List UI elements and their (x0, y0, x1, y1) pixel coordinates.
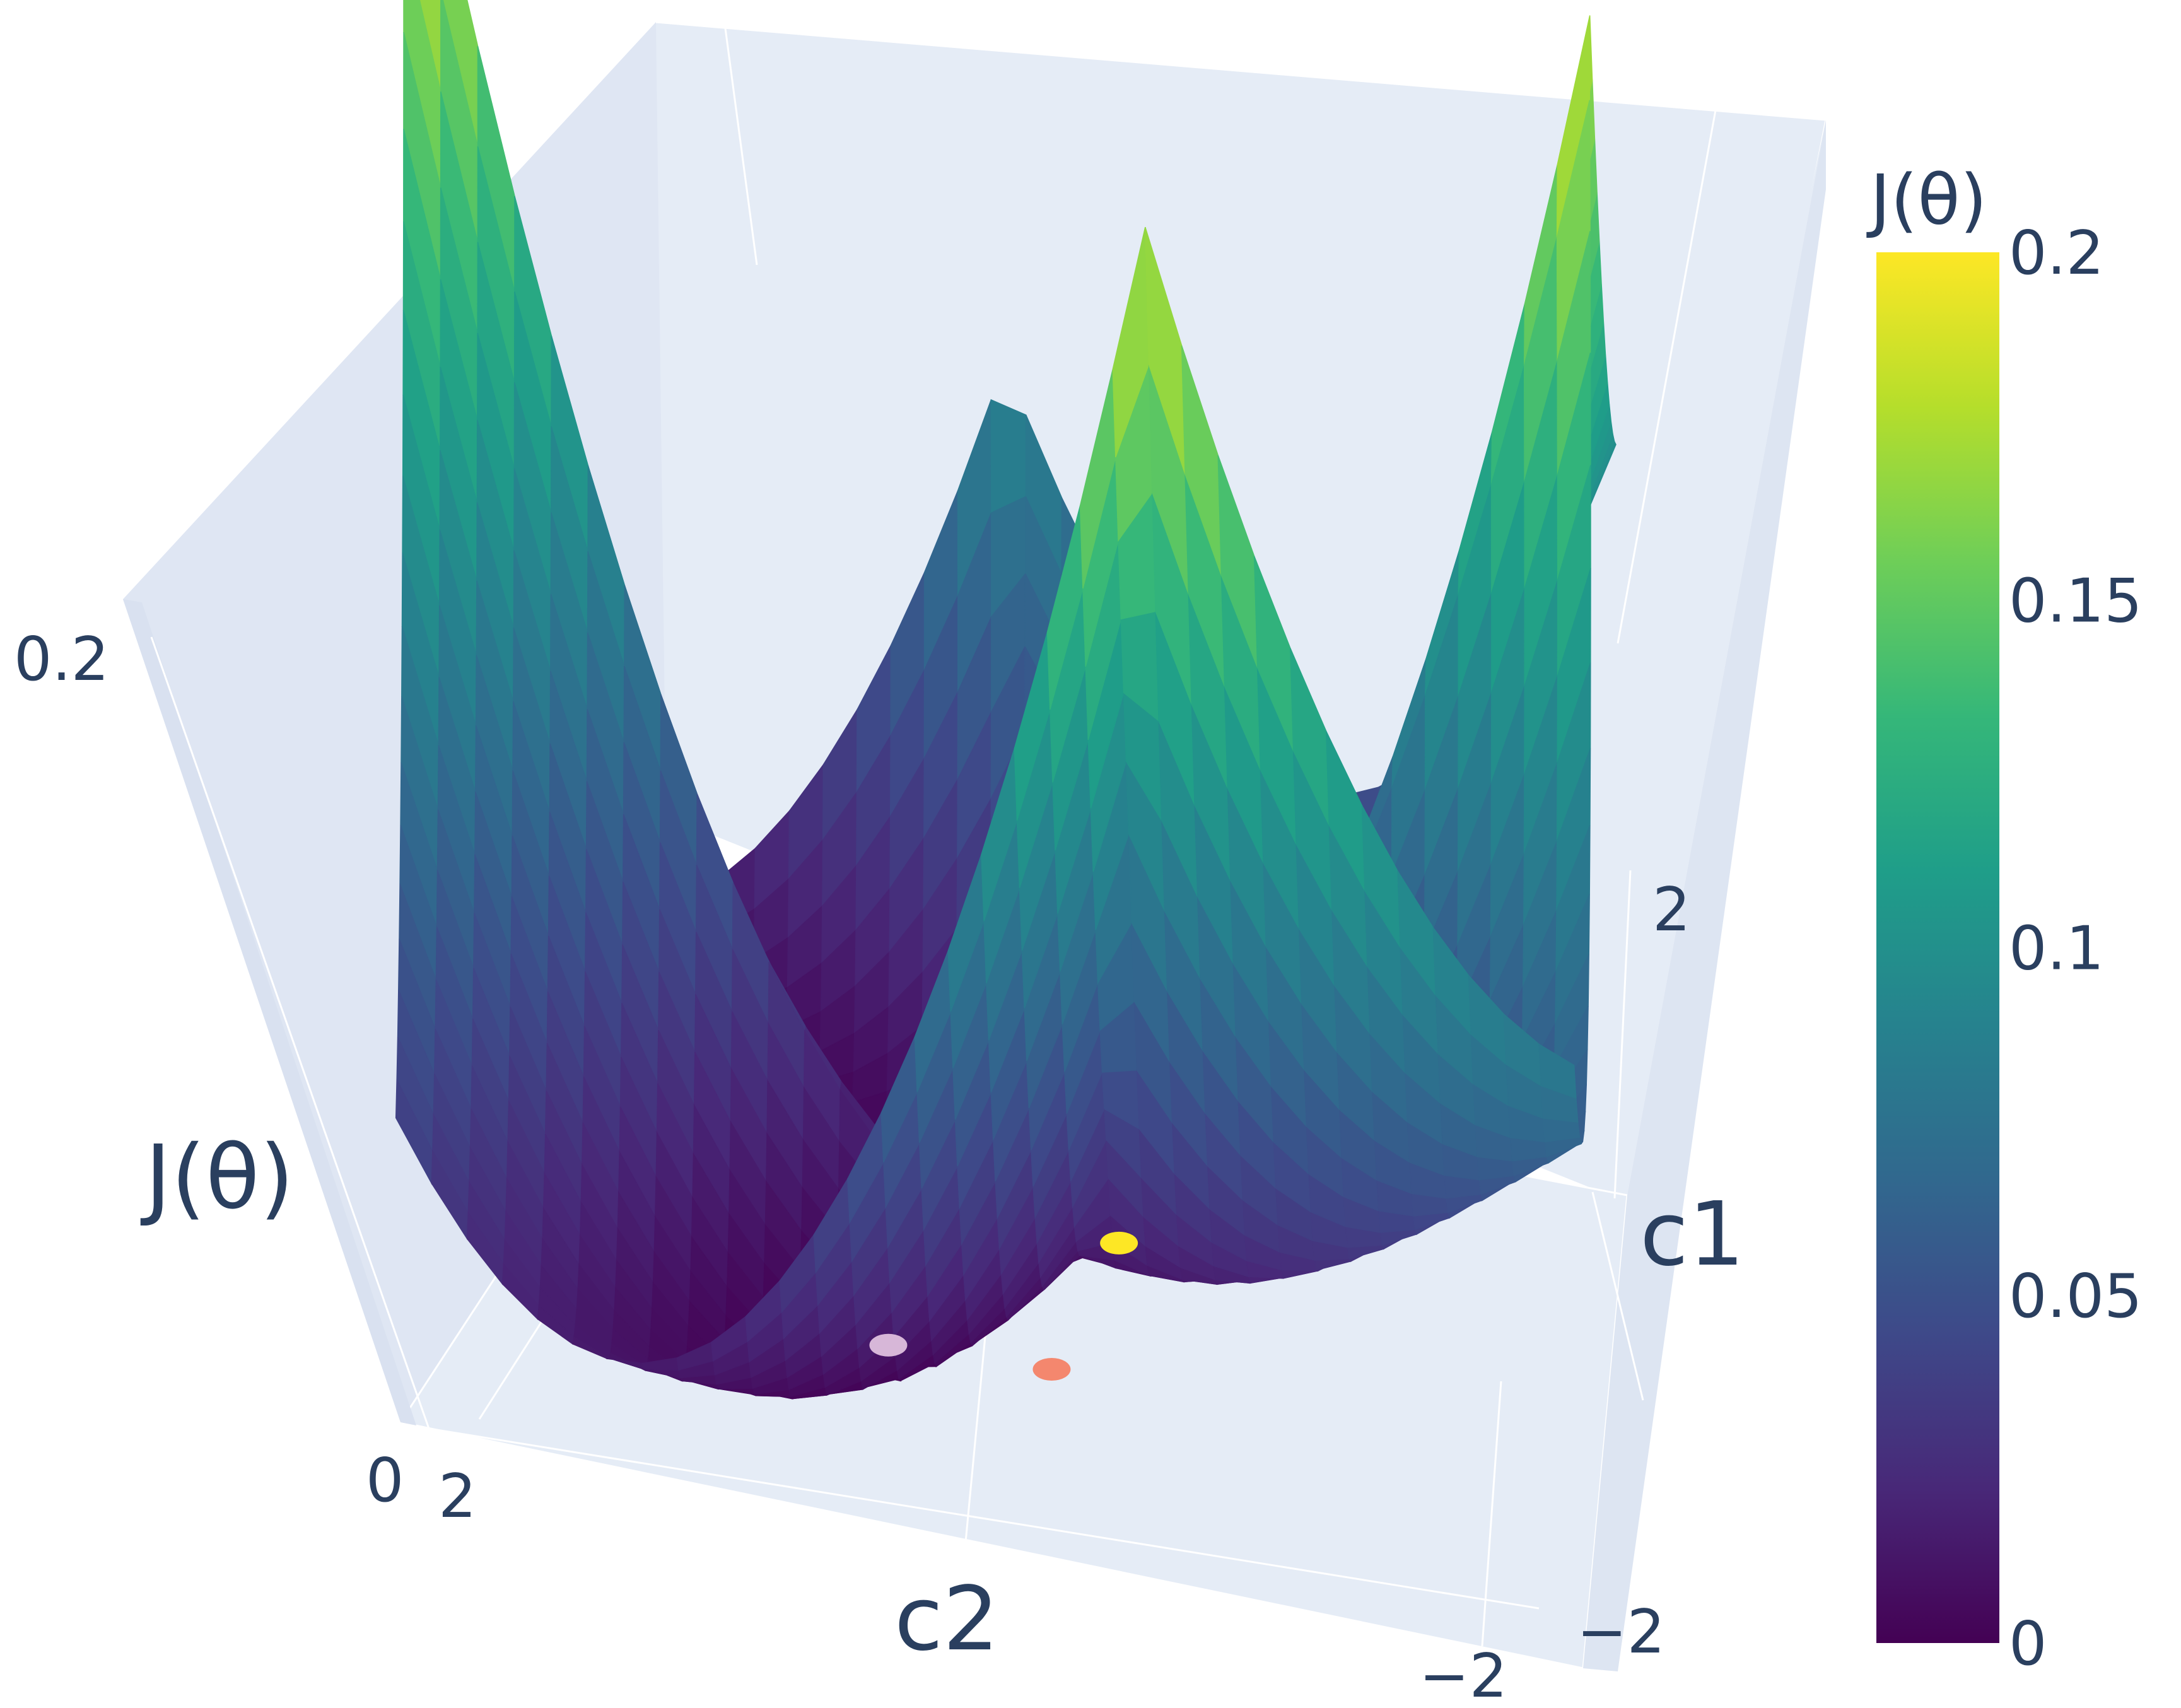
z-tick-0.2: 0.2 (14, 625, 109, 694)
colorbar-ticks: 0 0.05 0.1 0.15 0.2 (2009, 219, 2143, 1679)
colorbar-tick-label: 0.05 (2009, 1262, 2143, 1331)
z-tick-0: 0 (366, 1446, 404, 1516)
loss-surface (395, 0, 1617, 1400)
marker-point-1 (1100, 1231, 1138, 1255)
z-axis-label: J(θ) (140, 1126, 294, 1229)
colorbar-bar (1876, 252, 1999, 1643)
y-tick-minus2: −2 (1577, 1598, 1665, 1667)
surface-patch (990, 399, 1027, 514)
axis-annotations: 0.2 0 J(θ) 2 c2 −2 2 c1 −2 (14, 625, 1745, 1708)
colorbar-tick-label: 0.15 (2009, 566, 2143, 636)
colorbar-tick-label: 0.2 (2009, 219, 2104, 288)
right-wall (1583, 120, 1826, 1671)
marker-point-3 (869, 1333, 908, 1357)
x-tick-minus2: −2 (1419, 1642, 1507, 1708)
marker-group (869, 1231, 1138, 1381)
left-panel-wedge (123, 599, 416, 1425)
x-axis-label: c2 (894, 1568, 999, 1671)
y-axis-label: c1 (1640, 1183, 1745, 1286)
y-tick-2: 2 (1652, 875, 1690, 945)
surface-patch (1538, 1043, 1577, 1099)
colorbar-tick-label: 0 (2009, 1610, 2047, 1679)
colorbar-title: J(θ) (1866, 160, 1987, 240)
colorbar-tick-label: 0.1 (2009, 915, 2104, 984)
marker-point-2 (1032, 1358, 1071, 1381)
x-tick-2: 2 (438, 1462, 476, 1531)
colorbar: J(θ) 0 0.05 0.1 0.15 0.2 (1866, 160, 2143, 1679)
